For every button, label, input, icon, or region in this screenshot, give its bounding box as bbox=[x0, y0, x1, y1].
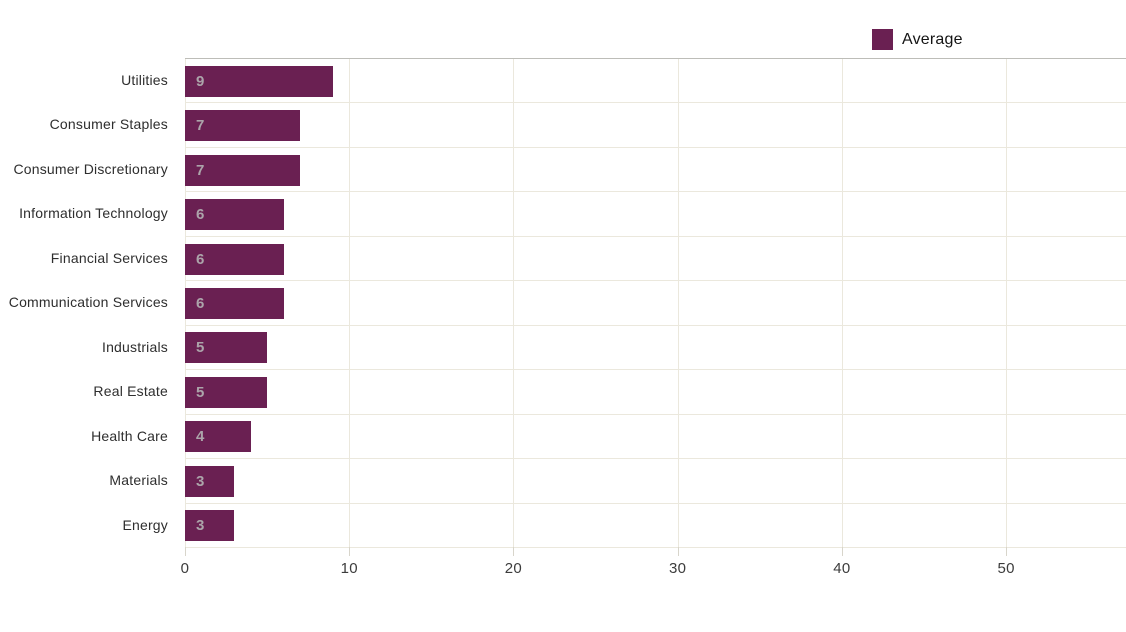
legend-label: Average bbox=[902, 30, 963, 48]
category-label: Communication Services bbox=[8, 294, 168, 311]
category-label: Information Technology bbox=[19, 205, 168, 222]
x-tick-mark bbox=[185, 547, 186, 556]
bar[interactable]: 5 bbox=[185, 376, 268, 408]
bar[interactable]: 6 bbox=[185, 199, 284, 231]
row-separator bbox=[185, 547, 1126, 548]
bar[interactable]: 3 bbox=[185, 465, 235, 497]
bar[interactable]: 9 bbox=[185, 65, 333, 97]
category-label: Consumer Discretionary bbox=[13, 160, 168, 177]
x-tick-mark bbox=[677, 547, 679, 556]
bar-value-label: 9 bbox=[196, 72, 205, 90]
legend[interactable]: Average bbox=[872, 29, 963, 50]
plot-area: 9 7 7 6 6 6 5 5 4 3 3 bbox=[185, 58, 1126, 548]
bar[interactable]: 6 bbox=[185, 288, 284, 319]
row-separator bbox=[185, 280, 1126, 282]
category-label: Financial Services bbox=[50, 249, 168, 266]
row-separator bbox=[185, 502, 1126, 504]
bar-value-label: 7 bbox=[196, 117, 205, 135]
bar-value-label: 6 bbox=[196, 295, 205, 312]
bar[interactable]: 7 bbox=[185, 110, 300, 142]
row-separator bbox=[185, 458, 1126, 460]
y-axis-labels: Utilities Consumer Staples Consumer Discre… bbox=[0, 58, 168, 547]
legend-swatch-average bbox=[872, 29, 893, 50]
bar[interactable]: 5 bbox=[185, 332, 268, 364]
bar-value-label: 6 bbox=[196, 206, 205, 224]
row-separator bbox=[185, 146, 1126, 148]
grid-line-vertical bbox=[1006, 59, 1008, 547]
bar[interactable]: 4 bbox=[185, 421, 251, 453]
row-separator bbox=[185, 369, 1126, 371]
x-tick-label: 30 bbox=[669, 560, 687, 577]
x-tick-mark bbox=[349, 547, 351, 556]
bar-value-label: 4 bbox=[196, 428, 205, 446]
bar[interactable]: 3 bbox=[185, 510, 235, 542]
category-label: Industrials bbox=[101, 338, 168, 355]
bar-value-label: 7 bbox=[196, 161, 205, 179]
bar[interactable]: 7 bbox=[185, 154, 300, 186]
category-label: Materials bbox=[109, 472, 168, 489]
x-axis: 0 10 20 30 40 50 bbox=[181, 547, 1126, 587]
row-separator bbox=[185, 324, 1126, 326]
x-tick-label: 0 bbox=[180, 560, 190, 577]
x-tick-label: 10 bbox=[340, 560, 358, 577]
bar-value-label: 3 bbox=[196, 472, 205, 490]
row-separator bbox=[185, 191, 1126, 193]
x-tick-label: 20 bbox=[504, 560, 523, 577]
x-tick-label: 50 bbox=[997, 560, 1015, 577]
bar-value-label: 3 bbox=[196, 517, 205, 535]
row-separator bbox=[185, 413, 1126, 415]
row-separator bbox=[185, 102, 1126, 104]
category-label: Real Estate bbox=[93, 383, 168, 400]
x-tick-label: 40 bbox=[833, 560, 851, 577]
grid-line-vertical bbox=[841, 59, 843, 547]
category-label: Consumer Staples bbox=[49, 116, 168, 133]
x-tick-mark bbox=[513, 547, 515, 556]
grid-line-vertical bbox=[513, 59, 515, 547]
bar-value-label: 5 bbox=[196, 383, 205, 401]
bar[interactable]: 6 bbox=[185, 243, 284, 275]
category-label: Energy bbox=[122, 516, 168, 533]
bar-value-label: 6 bbox=[196, 250, 205, 268]
grid-line-vertical bbox=[677, 59, 679, 547]
category-label: Health Care bbox=[91, 427, 168, 444]
x-tick-mark bbox=[1006, 547, 1008, 556]
bar-value-label: 5 bbox=[196, 339, 205, 357]
category-label: Utilities bbox=[121, 72, 168, 88]
x-tick-mark bbox=[841, 547, 843, 556]
grid-line-vertical bbox=[349, 59, 351, 547]
row-separator bbox=[185, 235, 1126, 237]
